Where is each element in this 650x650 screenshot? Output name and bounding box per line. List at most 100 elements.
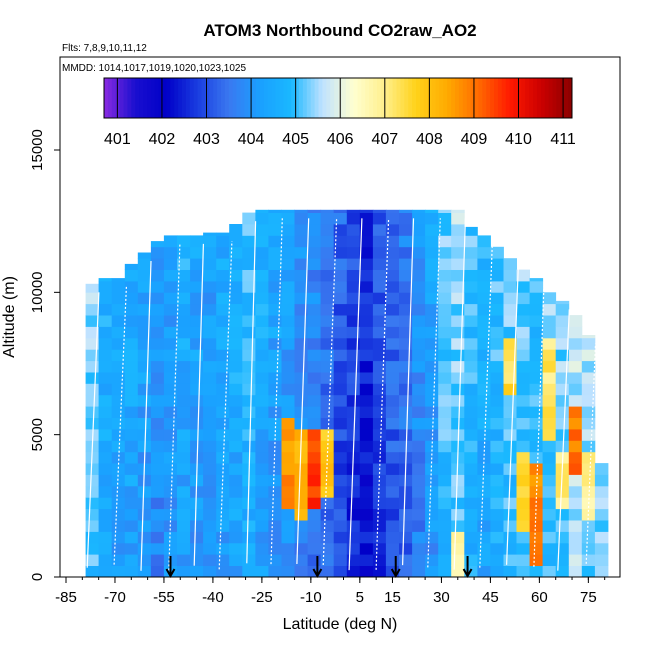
heatmap-cell	[281, 258, 295, 270]
heatmap-cell	[255, 246, 269, 259]
heatmap-cell	[203, 497, 217, 510]
heatmap-cell	[190, 417, 204, 430]
heatmap-cell	[359, 269, 374, 282]
heatmap-cell	[542, 520, 557, 532]
heatmap-cell	[281, 520, 295, 532]
heatmap-cell	[124, 406, 139, 418]
colorbar-swatch	[182, 78, 187, 118]
heatmap-cell	[150, 315, 165, 327]
heatmap-cell	[163, 315, 178, 327]
heatmap-cell	[177, 394, 191, 407]
heatmap-cell	[529, 463, 544, 475]
heatmap-cell	[464, 337, 478, 350]
heatmap-cell	[85, 372, 100, 384]
heatmap-cell	[294, 280, 308, 293]
heatmap-cell	[255, 337, 269, 350]
heatmap-cell	[190, 429, 204, 441]
colorbar-swatch	[357, 78, 362, 118]
heatmap-cell	[399, 269, 413, 282]
heatmap-cell	[150, 474, 165, 487]
heatmap-cell	[451, 209, 465, 213]
heatmap-cell	[412, 406, 426, 418]
heatmap-cell	[372, 542, 387, 555]
dates-subtitle: MMDD: 1014,1017,1019,1020,1023,1025	[62, 63, 246, 74]
colorbar-swatch	[275, 78, 280, 118]
heatmap-cell	[307, 508, 322, 521]
heatmap-cell	[529, 531, 544, 544]
heatmap-cell	[568, 565, 583, 578]
heatmap-cell	[490, 246, 504, 259]
y-tick-label: 5000	[29, 418, 46, 451]
heatmap-cell	[568, 463, 583, 475]
heatmap-cell	[320, 520, 335, 532]
heatmap-cell	[359, 258, 374, 270]
heatmap-cell	[529, 337, 544, 350]
heatmap-cell	[594, 565, 609, 578]
heatmap-cell	[190, 531, 204, 544]
heatmap-cell	[229, 417, 243, 430]
heatmap-cell	[412, 531, 426, 544]
heatmap-cell	[568, 451, 583, 464]
heatmap-cell	[490, 417, 504, 430]
heatmap-cell	[425, 383, 439, 396]
heatmap-cell	[555, 326, 570, 339]
flight-profile-line	[168, 243, 181, 571]
heatmap-cell	[242, 520, 256, 532]
heatmap-cell	[346, 520, 361, 532]
heatmap-cell	[346, 372, 361, 384]
flight-markers	[165, 556, 473, 579]
heatmap-cell	[255, 212, 269, 225]
heatmap-cell	[229, 451, 243, 464]
heatmap-cell	[372, 485, 387, 498]
heatmap-cell	[346, 474, 361, 487]
heatmap-cell	[307, 474, 322, 487]
heatmap-cell	[425, 224, 439, 236]
heatmap-cell	[98, 451, 113, 464]
heatmap-cell	[307, 440, 322, 453]
heatmap-cell	[216, 485, 230, 498]
heatmap-cell	[203, 269, 217, 282]
heatmap-cell	[98, 360, 113, 373]
heatmap-cell	[242, 224, 256, 236]
heatmap-cell	[111, 394, 126, 407]
heatmap-cell	[268, 212, 282, 225]
heatmap-cell	[503, 349, 517, 362]
heatmap-cell	[581, 451, 596, 464]
heatmap-cell	[346, 209, 361, 213]
heatmap-cell	[425, 429, 439, 441]
heatmap-cell	[229, 406, 243, 418]
heatmap-cell	[98, 463, 113, 475]
colorbar-swatch	[412, 78, 417, 118]
heatmap-cell	[216, 246, 230, 259]
heatmap-cell	[346, 383, 361, 396]
heatmap-cell	[385, 280, 400, 293]
heatmap-cell	[229, 440, 243, 453]
heatmap-cell	[137, 542, 152, 555]
colorbar-swatch	[193, 78, 199, 118]
heatmap-cell	[333, 531, 348, 544]
heatmap-cell	[464, 451, 478, 464]
colorbar-swatch	[322, 78, 327, 118]
heatmap-cell	[177, 565, 191, 578]
heatmap-cell	[294, 337, 308, 350]
heatmap-cell	[150, 451, 165, 464]
y-tick-label: 15000	[29, 129, 46, 171]
heatmap-cell	[516, 531, 530, 544]
heatmap-cell	[581, 349, 596, 362]
heatmap-cell	[242, 383, 256, 396]
heatmap-cell	[111, 326, 126, 339]
heatmap-cell	[124, 565, 139, 578]
heatmap-cell	[490, 315, 504, 327]
heatmap-cell	[98, 349, 113, 362]
heatmap-cell	[451, 280, 465, 293]
heatmap-cell	[451, 212, 465, 225]
heatmap-layer	[85, 209, 609, 578]
heatmap-cell	[307, 269, 322, 282]
colorbar-swatch	[478, 78, 483, 118]
heatmap-cell	[98, 531, 113, 544]
heatmap-cell	[242, 337, 256, 350]
heatmap-cell	[372, 360, 387, 373]
heatmap-cell	[490, 360, 504, 373]
heatmap-cell	[425, 531, 439, 544]
heatmap-cell	[503, 394, 517, 407]
